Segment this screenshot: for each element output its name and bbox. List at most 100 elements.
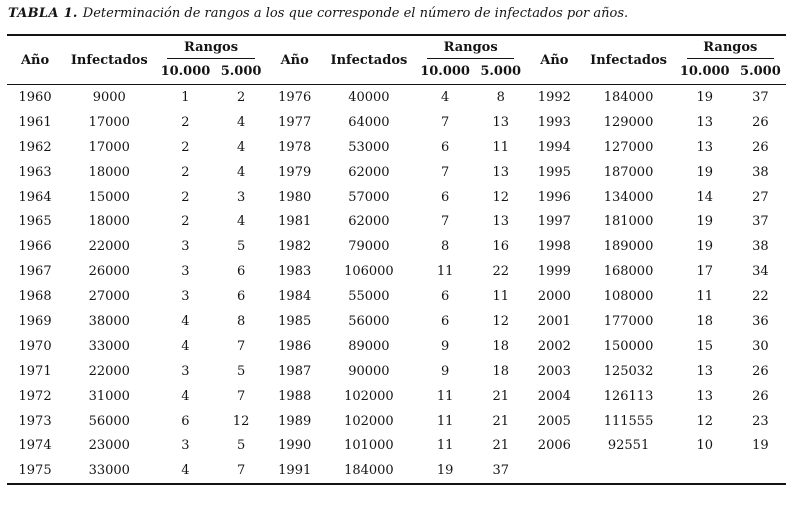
- cell-year: 1987: [278, 363, 312, 379]
- cell-range-10000: 11: [436, 438, 454, 454]
- cell-range-10000: 7: [440, 214, 450, 230]
- cell-range-10000: 3: [181, 363, 190, 379]
- cell-range-5000: 4: [236, 214, 246, 230]
- ranges-label: Rangos: [686, 39, 774, 59]
- cell-range-5000: 37: [752, 214, 769, 230]
- cell-range-5000: 4: [236, 139, 246, 155]
- col-header-range-5000: 5.000: [475, 59, 527, 85]
- cell-infected: 17000: [88, 139, 130, 155]
- table-row: 1969 38000 4 8 1985 56000 6 12 2001 177000 18 36: [7, 309, 786, 334]
- table-body: 1960 9000 1 2 1976 40000 4 8 1992 184000 19 37 1961 1…: [7, 85, 786, 485]
- cell-infected: 27000: [88, 289, 130, 305]
- cell-range-5000: 5: [236, 438, 246, 454]
- cell-infected: 181000: [603, 214, 654, 230]
- col-header-range-10000: 10.000: [674, 59, 735, 85]
- cell-range-5000: [735, 458, 786, 484]
- cell-year: 1978: [278, 139, 312, 155]
- cell-range-5000: 13: [492, 114, 509, 130]
- cell-infected: 56000: [348, 313, 390, 329]
- cell-range-5000: 18: [492, 338, 509, 354]
- cell-range-10000: 2: [181, 214, 190, 230]
- cell-range-10000: 13: [696, 388, 713, 404]
- cell-year: 1997: [537, 214, 571, 230]
- cell-year: 1988: [278, 388, 312, 404]
- cell-range-5000: 4: [236, 114, 246, 130]
- cell-year: 1970: [18, 338, 52, 354]
- cell-range-10000: 2: [181, 189, 190, 205]
- cell-range-10000: 3: [181, 239, 190, 255]
- cell-infected: 129000: [603, 114, 654, 130]
- cell-infected: 102000: [344, 388, 394, 404]
- cell-year: 1983: [278, 264, 312, 280]
- table-row: 1963 18000 2 4 1979 62000 7 13 1995 187000 19 38: [7, 160, 786, 185]
- cell-range-10000: [675, 458, 735, 484]
- cell-range-10000: 4: [440, 89, 450, 105]
- cell-year: 2003: [537, 363, 571, 379]
- cell-range-5000: 22: [492, 264, 509, 280]
- cell-year: 1966: [18, 239, 52, 255]
- table-header: Año Infectados Rangos Año Infectados Ran…: [7, 35, 786, 85]
- cell-range-5000: 8: [236, 313, 246, 329]
- cell-range-10000: 14: [696, 189, 713, 205]
- cell-year: 1969: [18, 313, 52, 329]
- cell-year: 1972: [18, 388, 52, 404]
- cell-range-5000: 26: [752, 363, 769, 379]
- cell-range-10000: 15: [696, 338, 713, 354]
- cell-infected: 31000: [88, 388, 130, 404]
- cell-infected: 187000: [603, 164, 654, 180]
- cell-range-5000: 11: [492, 139, 509, 155]
- table-row: 1960 9000 1 2 1976 40000 4 8 1992 184000 19 37: [7, 85, 786, 110]
- cell-range-10000: 9: [440, 363, 450, 379]
- cell-range-10000: 4: [181, 388, 190, 404]
- page: TABLA 1. Determinación de rangos a los qu…: [0, 6, 790, 486]
- col-header-infected: Infectados: [322, 35, 416, 85]
- cell-range-10000: 13: [696, 363, 713, 379]
- cell-range-5000: 37: [752, 89, 769, 105]
- cell-year: 1986: [278, 338, 312, 354]
- cell-range-5000: 18: [492, 363, 509, 379]
- cell-year: 1989: [278, 413, 312, 429]
- table-caption-label: TABLA 1.: [8, 6, 78, 21]
- cell-year: 1982: [278, 239, 312, 255]
- col-header-ranges: Rangos: [155, 35, 266, 59]
- cell-range-10000: 3: [181, 438, 190, 454]
- cell-year: 1994: [537, 139, 571, 155]
- cell-range-10000: 11: [436, 388, 454, 404]
- cell-range-5000: 27: [752, 189, 769, 205]
- cell-range-10000: 13: [696, 114, 713, 130]
- cell-year: 1991: [278, 463, 312, 479]
- cell-infected: 18000: [88, 214, 130, 230]
- cell-range-5000: 21: [492, 388, 509, 404]
- col-header-ranges: Rangos: [675, 35, 786, 59]
- cell-infected: 177000: [603, 313, 654, 329]
- cell-infected: 57000: [348, 189, 390, 205]
- cell-range-5000: 21: [492, 438, 509, 454]
- cell-range-10000: 19: [696, 164, 713, 180]
- cell-range-10000: 19: [436, 463, 454, 479]
- cell-year: 1984: [278, 289, 312, 305]
- cell-year: 1965: [18, 214, 52, 230]
- cell-year: 1974: [18, 438, 52, 454]
- cell-range-5000: 26: [752, 388, 769, 404]
- cell-range-10000: 7: [440, 114, 450, 130]
- cell-infected: 108000: [603, 289, 654, 305]
- cell-infected: 56000: [88, 413, 130, 429]
- cell-range-5000: 12: [492, 189, 509, 205]
- cell-range-10000: 6: [440, 189, 450, 205]
- cell-range-5000: 12: [232, 413, 250, 429]
- cell-infected: [582, 458, 674, 484]
- cell-range-10000: 19: [696, 89, 713, 105]
- cell-range-10000: 2: [181, 114, 190, 130]
- cell-infected: 125032: [603, 363, 654, 379]
- cell-year: 1996: [537, 189, 571, 205]
- data-table: Año Infectados Rangos Año Infectados Ran…: [7, 34, 786, 486]
- col-header-year: Año: [266, 35, 323, 85]
- cell-infected: 106000: [344, 264, 394, 280]
- cell-range-10000: 18: [696, 313, 713, 329]
- cell-year: 1973: [18, 413, 52, 429]
- cell-infected: 62000: [348, 214, 390, 230]
- col-header-year: Año: [526, 35, 583, 85]
- cell-infected: 111555: [603, 413, 654, 429]
- col-header-infected: Infectados: [63, 35, 156, 85]
- cell-infected: 18000: [88, 164, 130, 180]
